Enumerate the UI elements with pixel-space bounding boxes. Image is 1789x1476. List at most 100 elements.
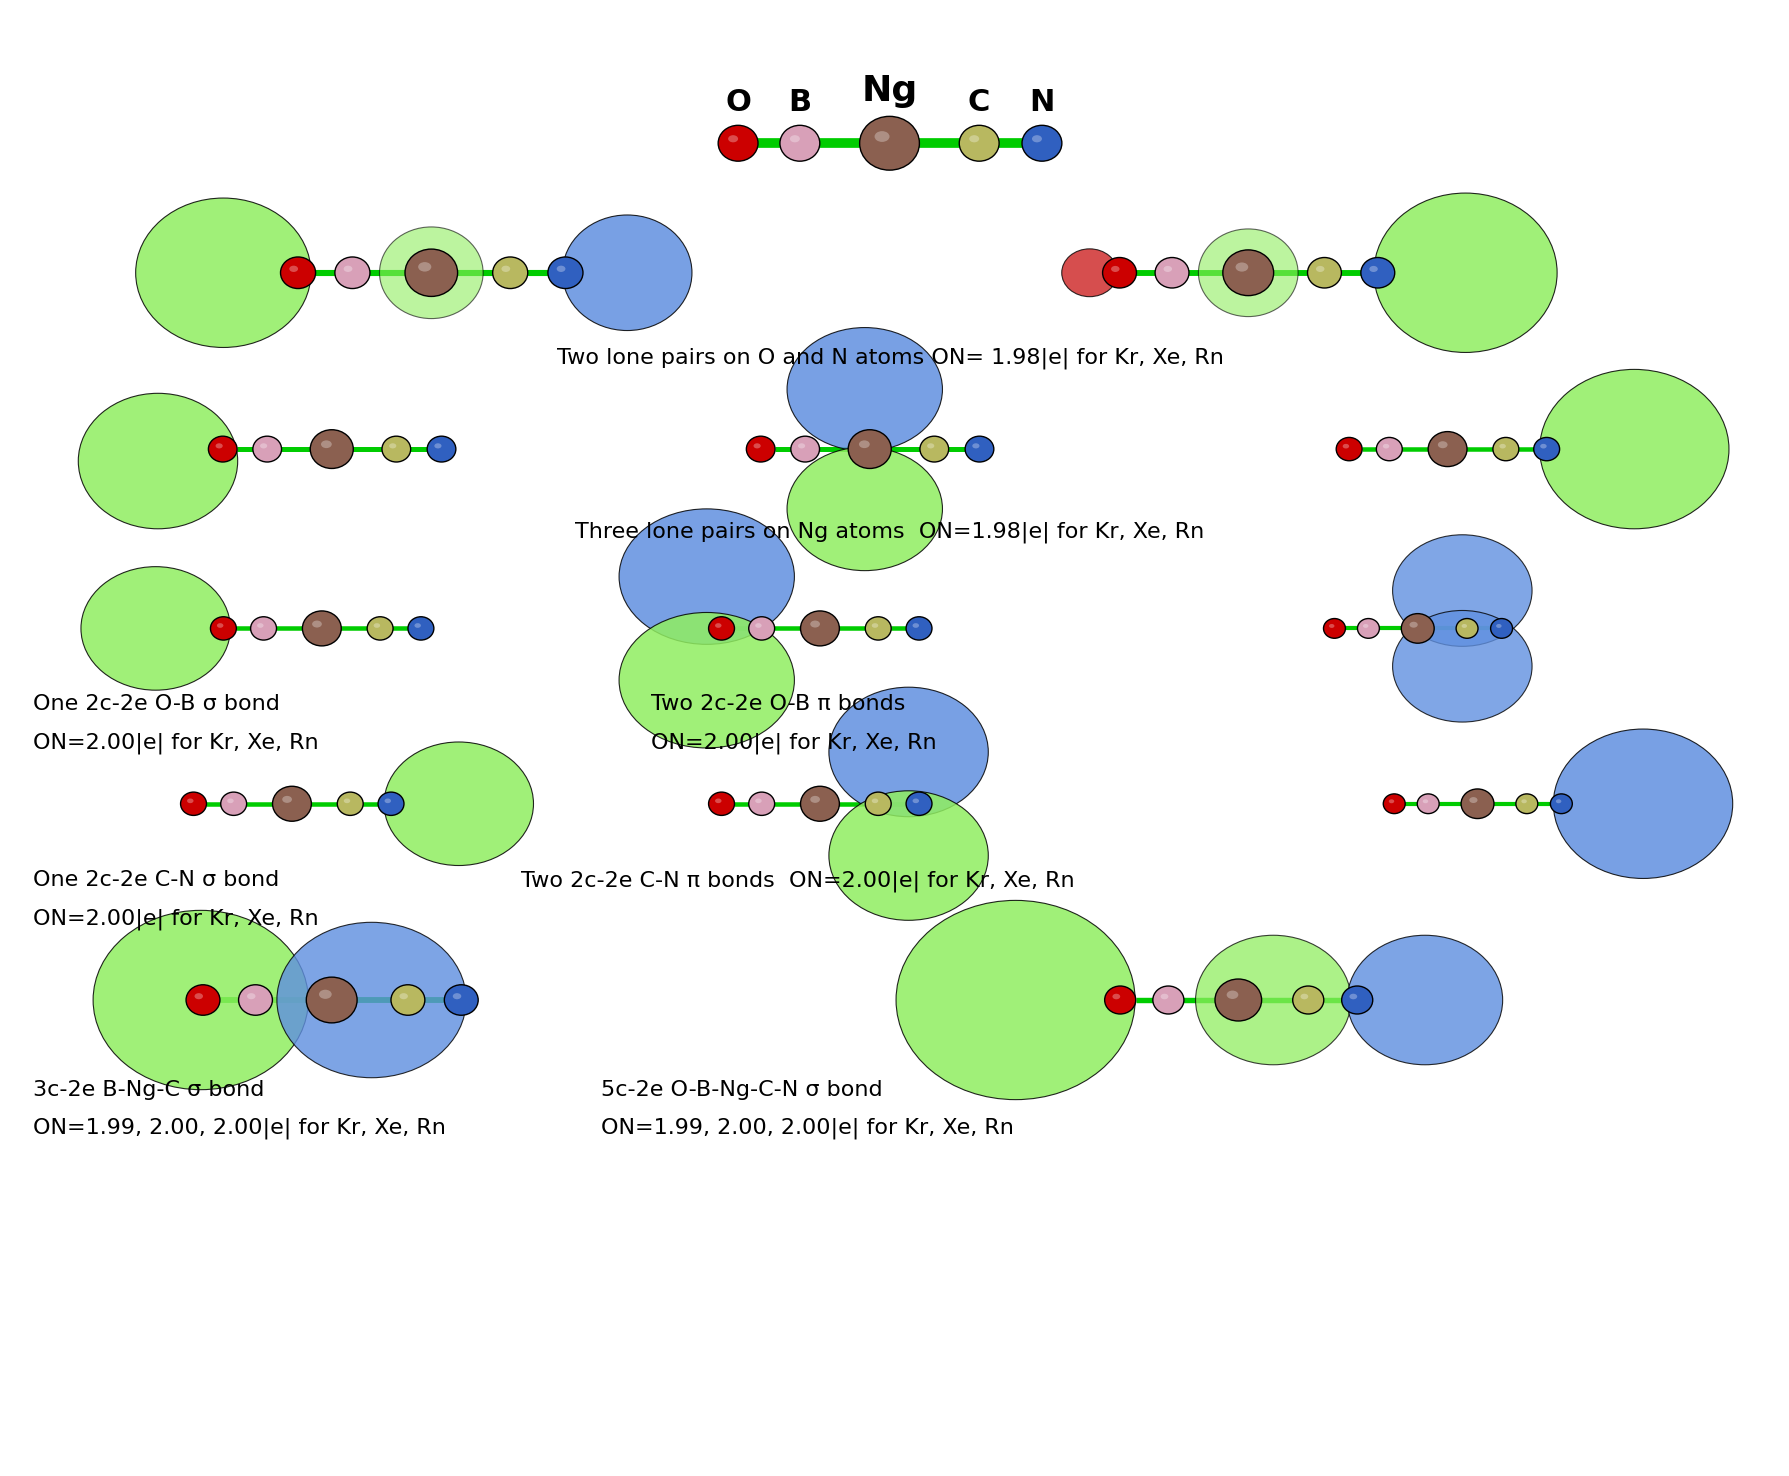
Ellipse shape: [1324, 618, 1345, 638]
Ellipse shape: [848, 430, 891, 468]
Ellipse shape: [1388, 800, 1394, 803]
Ellipse shape: [318, 990, 331, 999]
Ellipse shape: [1462, 624, 1467, 627]
Ellipse shape: [1102, 257, 1136, 288]
Ellipse shape: [708, 617, 735, 641]
Ellipse shape: [871, 799, 878, 803]
Ellipse shape: [383, 437, 411, 462]
Ellipse shape: [716, 623, 721, 627]
Ellipse shape: [338, 793, 363, 815]
Ellipse shape: [444, 984, 478, 1015]
Ellipse shape: [1349, 993, 1358, 999]
Ellipse shape: [1301, 993, 1308, 999]
Ellipse shape: [281, 257, 315, 288]
Ellipse shape: [1392, 611, 1531, 722]
Ellipse shape: [1428, 431, 1467, 466]
Ellipse shape: [1358, 618, 1379, 638]
Ellipse shape: [1383, 794, 1404, 813]
Ellipse shape: [1401, 614, 1435, 644]
Ellipse shape: [1161, 993, 1168, 999]
Ellipse shape: [1195, 936, 1351, 1064]
Ellipse shape: [920, 437, 948, 462]
Ellipse shape: [800, 787, 839, 821]
Ellipse shape: [1422, 800, 1428, 803]
Ellipse shape: [1499, 444, 1506, 449]
Ellipse shape: [791, 437, 819, 462]
Ellipse shape: [828, 688, 988, 816]
Ellipse shape: [866, 617, 891, 641]
Text: Two 2c-2e C-N π bonds  ON=2.00|e| for Kr, Xe, Rn: Two 2c-2e C-N π bonds ON=2.00|e| for Kr,…: [521, 871, 1075, 892]
Ellipse shape: [385, 742, 533, 865]
Ellipse shape: [404, 249, 458, 297]
Ellipse shape: [277, 922, 467, 1077]
Ellipse shape: [859, 440, 869, 449]
Ellipse shape: [259, 443, 267, 449]
Ellipse shape: [1490, 618, 1512, 638]
Ellipse shape: [81, 567, 231, 691]
Ellipse shape: [787, 328, 943, 452]
Ellipse shape: [335, 257, 370, 288]
Ellipse shape: [810, 620, 819, 627]
Ellipse shape: [1022, 125, 1063, 161]
Ellipse shape: [320, 440, 331, 449]
Ellipse shape: [927, 443, 934, 449]
Ellipse shape: [1227, 990, 1238, 999]
Ellipse shape: [1462, 790, 1494, 819]
Ellipse shape: [306, 977, 358, 1023]
Ellipse shape: [258, 623, 263, 627]
Text: ON=2.00|e| for Kr, Xe, Rn: ON=2.00|e| for Kr, Xe, Rn: [651, 732, 937, 754]
Text: ON=2.00|e| for Kr, Xe, Rn: ON=2.00|e| for Kr, Xe, Rn: [34, 732, 318, 754]
Ellipse shape: [755, 799, 762, 803]
Ellipse shape: [1336, 437, 1361, 461]
Ellipse shape: [492, 257, 528, 288]
Ellipse shape: [1104, 986, 1136, 1014]
Ellipse shape: [79, 393, 238, 528]
Ellipse shape: [453, 993, 462, 999]
Ellipse shape: [866, 793, 891, 815]
Ellipse shape: [708, 793, 735, 815]
Ellipse shape: [1347, 936, 1503, 1064]
Ellipse shape: [810, 796, 819, 803]
Ellipse shape: [1113, 993, 1120, 999]
Ellipse shape: [93, 911, 308, 1089]
Ellipse shape: [415, 623, 420, 627]
Ellipse shape: [374, 623, 379, 627]
Text: Two lone pairs on O and N atoms ON= 1.98|e| for Kr, Xe, Rn: Two lone pairs on O and N atoms ON= 1.98…: [556, 347, 1224, 369]
Ellipse shape: [755, 623, 762, 627]
Ellipse shape: [562, 215, 692, 331]
Ellipse shape: [136, 198, 311, 347]
Ellipse shape: [1374, 193, 1556, 353]
Ellipse shape: [728, 136, 739, 142]
Ellipse shape: [905, 617, 932, 641]
Ellipse shape: [385, 799, 392, 803]
Ellipse shape: [1163, 266, 1172, 272]
Ellipse shape: [1469, 797, 1478, 803]
Ellipse shape: [1361, 257, 1395, 288]
Ellipse shape: [1540, 444, 1547, 449]
Ellipse shape: [1363, 624, 1369, 627]
Ellipse shape: [343, 266, 352, 272]
Ellipse shape: [1533, 437, 1560, 461]
Ellipse shape: [750, 617, 775, 641]
Ellipse shape: [971, 443, 980, 449]
Ellipse shape: [1417, 794, 1438, 813]
Text: N: N: [1029, 89, 1056, 118]
Ellipse shape: [800, 611, 839, 646]
Text: 5c-2e O-B-Ng-C-N σ bond: 5c-2e O-B-Ng-C-N σ bond: [601, 1080, 882, 1100]
Ellipse shape: [1376, 437, 1403, 461]
Ellipse shape: [1308, 257, 1342, 288]
Ellipse shape: [828, 791, 988, 921]
Ellipse shape: [227, 799, 234, 803]
Text: Two 2c-2e O-B π bonds: Two 2c-2e O-B π bonds: [651, 694, 905, 714]
Ellipse shape: [1369, 266, 1378, 272]
Ellipse shape: [392, 984, 424, 1015]
Text: C: C: [968, 89, 991, 118]
Ellipse shape: [959, 125, 998, 161]
Ellipse shape: [717, 125, 759, 161]
Ellipse shape: [250, 617, 277, 641]
Ellipse shape: [753, 443, 760, 449]
Ellipse shape: [238, 984, 272, 1015]
Ellipse shape: [216, 623, 224, 627]
Ellipse shape: [912, 799, 920, 803]
Ellipse shape: [211, 617, 236, 641]
